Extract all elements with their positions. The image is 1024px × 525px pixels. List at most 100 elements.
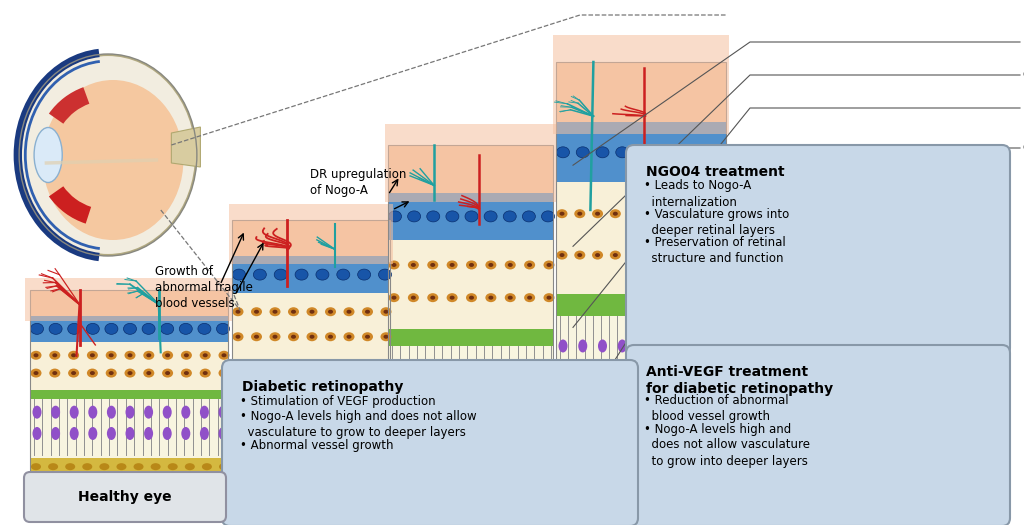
Ellipse shape: [163, 427, 172, 440]
Ellipse shape: [203, 371, 208, 375]
Ellipse shape: [698, 250, 710, 259]
Ellipse shape: [595, 253, 600, 257]
Ellipse shape: [696, 340, 706, 352]
Bar: [30, 342, 228, 390]
Ellipse shape: [696, 389, 706, 402]
Ellipse shape: [384, 335, 388, 339]
Ellipse shape: [610, 250, 621, 259]
Ellipse shape: [391, 263, 396, 267]
Ellipse shape: [717, 250, 727, 259]
Ellipse shape: [31, 369, 42, 377]
Ellipse shape: [289, 465, 299, 472]
Ellipse shape: [126, 406, 134, 418]
Ellipse shape: [20, 55, 196, 255]
Ellipse shape: [446, 260, 458, 269]
Bar: [25, 278, 233, 321]
Ellipse shape: [465, 211, 478, 222]
Ellipse shape: [34, 371, 39, 375]
Ellipse shape: [636, 147, 648, 158]
Ellipse shape: [681, 209, 692, 218]
FancyBboxPatch shape: [626, 145, 1010, 356]
Bar: [385, 123, 556, 202]
Ellipse shape: [596, 147, 609, 158]
Ellipse shape: [391, 296, 396, 300]
Ellipse shape: [667, 253, 671, 257]
Ellipse shape: [475, 466, 485, 473]
Ellipse shape: [142, 323, 155, 334]
Ellipse shape: [720, 253, 725, 257]
Bar: [556, 294, 726, 316]
Ellipse shape: [328, 310, 333, 314]
Ellipse shape: [200, 406, 209, 418]
Ellipse shape: [610, 469, 621, 476]
Ellipse shape: [344, 465, 354, 472]
Ellipse shape: [388, 260, 399, 269]
Bar: [553, 35, 729, 134]
Bar: [30, 290, 228, 316]
Ellipse shape: [544, 363, 553, 376]
Ellipse shape: [410, 363, 419, 376]
Ellipse shape: [181, 351, 191, 360]
Ellipse shape: [109, 353, 114, 358]
Ellipse shape: [677, 389, 686, 402]
Ellipse shape: [430, 263, 435, 267]
Bar: [556, 122, 726, 182]
Ellipse shape: [325, 332, 336, 341]
Ellipse shape: [574, 250, 586, 259]
Ellipse shape: [218, 351, 229, 360]
Ellipse shape: [346, 310, 351, 314]
Ellipse shape: [126, 427, 134, 440]
Text: DR upregulation
of Nogo-A: DR upregulation of Nogo-A: [310, 168, 407, 197]
Ellipse shape: [151, 463, 161, 470]
Ellipse shape: [505, 260, 516, 269]
Ellipse shape: [203, 353, 208, 358]
Text: • Vasculature grows into
  deeper retinal layers: • Vasculature grows into deeper retinal …: [644, 208, 790, 237]
Ellipse shape: [316, 269, 329, 280]
Ellipse shape: [612, 253, 617, 257]
Ellipse shape: [357, 269, 371, 280]
Text: • Leads to Nogo-A
  internalization: • Leads to Nogo-A internalization: [644, 180, 752, 208]
Ellipse shape: [508, 263, 513, 267]
Bar: [232, 293, 390, 360]
Ellipse shape: [508, 296, 513, 300]
Ellipse shape: [664, 469, 674, 476]
Ellipse shape: [291, 335, 296, 339]
Ellipse shape: [162, 369, 173, 377]
Ellipse shape: [595, 212, 600, 216]
Ellipse shape: [522, 211, 536, 222]
Ellipse shape: [631, 212, 636, 216]
Ellipse shape: [71, 353, 76, 358]
Ellipse shape: [657, 389, 667, 402]
Ellipse shape: [617, 340, 627, 352]
Ellipse shape: [232, 332, 244, 341]
Ellipse shape: [701, 253, 707, 257]
Ellipse shape: [556, 209, 567, 218]
Ellipse shape: [411, 263, 416, 267]
Text: • Preservation of retinal
  structure and function: • Preservation of retinal structure and …: [644, 236, 785, 266]
Text: Healthy eye: Healthy eye: [78, 490, 172, 504]
Ellipse shape: [236, 310, 241, 314]
Ellipse shape: [343, 332, 354, 341]
Ellipse shape: [645, 250, 656, 259]
Ellipse shape: [69, 351, 79, 360]
Ellipse shape: [291, 310, 296, 314]
Bar: [556, 62, 726, 492]
Ellipse shape: [270, 465, 280, 472]
Ellipse shape: [144, 427, 154, 440]
Ellipse shape: [524, 402, 534, 415]
Ellipse shape: [31, 323, 43, 334]
Ellipse shape: [681, 250, 692, 259]
Ellipse shape: [486, 363, 496, 376]
Ellipse shape: [484, 211, 497, 222]
Ellipse shape: [255, 415, 264, 428]
Bar: [388, 145, 553, 193]
Bar: [556, 316, 726, 453]
Ellipse shape: [503, 211, 516, 222]
Ellipse shape: [221, 353, 226, 358]
Ellipse shape: [429, 402, 437, 415]
Bar: [232, 457, 390, 480]
Ellipse shape: [161, 323, 174, 334]
Ellipse shape: [200, 351, 211, 360]
Ellipse shape: [251, 307, 262, 316]
Ellipse shape: [445, 211, 459, 222]
